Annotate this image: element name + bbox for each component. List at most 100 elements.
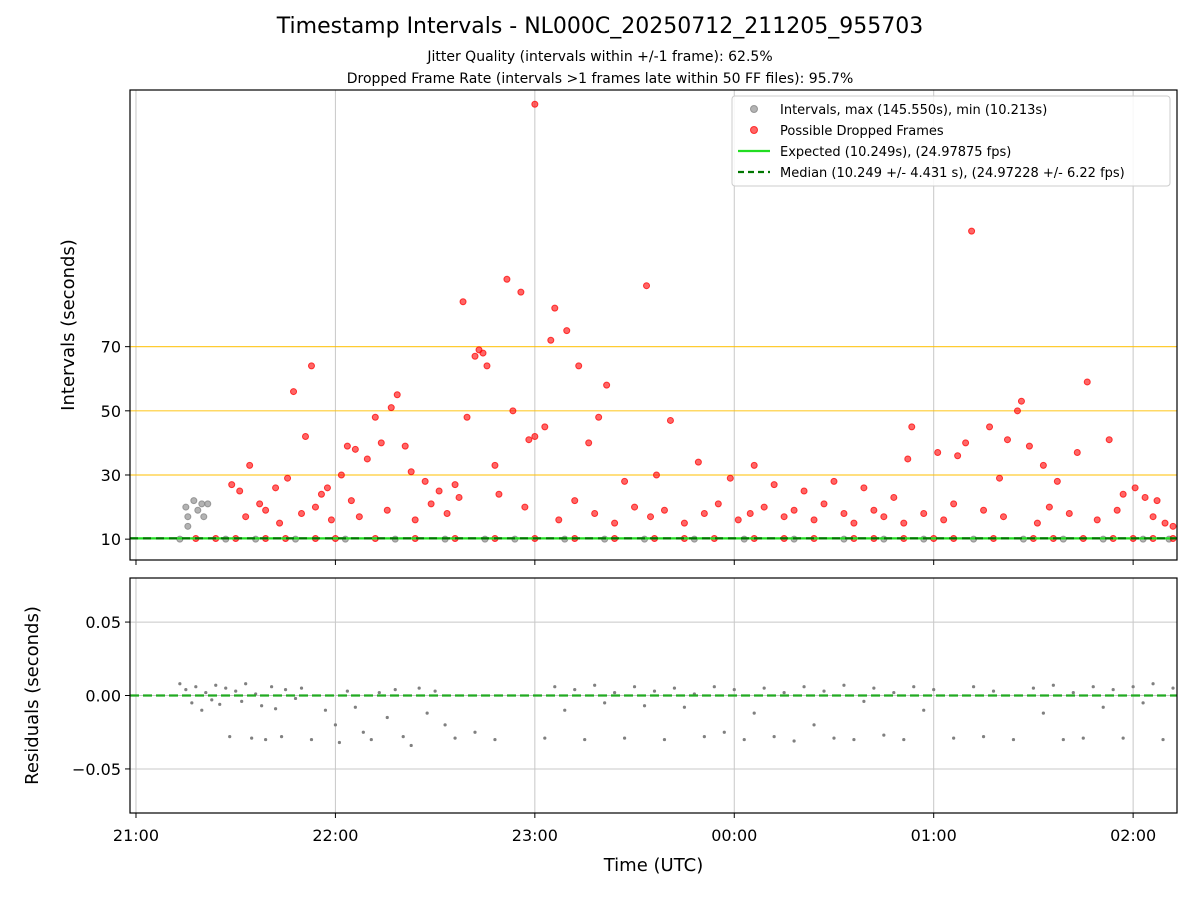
dropped-frame-point [962,439,970,447]
chart-title: Timestamp Intervals - NL000C_20250712_21… [276,14,924,39]
dropped-frame-point [1045,503,1053,511]
interval-point [200,513,208,521]
dropped-frame-point [1033,519,1041,527]
x-tick-label: 02:00 [1110,826,1156,845]
residual-point [228,735,232,739]
plot-frame [129,89,1178,561]
x-axis-label: Time (UTC) [603,855,704,876]
residual-point [1131,685,1135,689]
chart-subtitle-jitter: Jitter Quality (intervals within +/-1 fr… [427,49,773,65]
residual-point [337,740,341,745]
dropped-frame-point [999,513,1007,521]
dropped-frame-point [246,461,254,469]
dropped-frame-point [820,500,828,508]
dropped-frame-point [451,481,459,489]
dropped-frame-point [272,484,280,492]
interval-point [184,522,192,530]
dropped-frame-point [1003,436,1011,444]
dropped-frame-point [1161,519,1169,527]
dropped-frame-point [351,445,359,453]
residual-point [613,690,617,695]
y-tick-label: 70 [101,338,121,357]
dropped-frame-point [463,413,471,421]
residual-point [309,737,314,742]
dropped-frame-point [1153,497,1161,505]
y-axis-label: Intervals (seconds) [58,239,79,411]
dropped-frame-point [411,516,419,524]
residual-point [702,735,706,739]
residual-point [1071,690,1075,695]
dropped-frame-point [750,461,758,469]
residual-point [722,730,726,734]
residual-point [361,730,365,734]
residual-point [812,723,816,727]
dropped-frame-point [954,452,962,460]
dropped-frame-point [940,516,948,524]
dropped-frame-point [531,100,539,108]
dropped-frame-point [770,481,778,489]
x-tick-label: 22:00 [312,826,358,845]
residual-point [882,733,886,737]
legend-label: Expected (10.249s), (24.97875 fps) [780,145,1011,160]
dropped-frame-point [996,474,1004,482]
interval-point [190,497,198,505]
dropped-frame-point [371,413,379,421]
dropped-frame-point [880,513,888,521]
dropped-frame-point [337,471,345,479]
dropped-frame-point [900,519,908,527]
residual-point [662,737,667,742]
dropped-frame-point [236,487,244,495]
dropped-frame-point [383,506,391,514]
residual-point [345,689,349,693]
residual-point [269,685,274,689]
panel-1: 0.05 0.00 −0.05 Residuals (seconds) [22,577,1178,818]
residual-point [353,705,357,709]
dropped-frame-point [950,500,958,508]
residual-point [622,736,627,740]
dropped-frame-point [647,513,655,521]
dropped-frame-point [631,503,639,511]
dropped-frame-point [800,487,808,495]
residual-point [393,688,397,692]
residual-point [593,683,597,687]
dropped-frame-point [503,275,511,283]
residual-point [772,735,776,739]
dropped-frame-point [407,468,415,476]
dropped-frame-point [517,288,525,296]
dropped-frame-point [968,227,976,235]
dropped-frame-point [603,381,611,389]
dropped-frame-point [1013,407,1021,415]
dropped-frame-point [908,423,916,431]
residual-point [234,689,238,693]
dropped-frame-point [531,432,539,440]
dropped-frame-point [790,506,798,514]
interval-point [182,503,190,511]
residual-point [194,685,198,689]
dropped-frame-point [810,516,818,524]
dropped-frame-point [483,362,491,370]
residual-point [333,723,338,727]
dropped-frame-point [459,298,467,306]
dropped-frame-point [547,336,555,344]
residual-point [632,685,637,689]
y-tick-label: −0.05 [72,760,121,779]
dropped-frame-point [276,519,284,527]
interval-point [198,500,206,508]
residual-point [425,711,429,715]
dropped-frame-point [1093,516,1101,524]
dropped-frame-point [525,436,533,444]
dropped-frame-point [860,484,868,492]
dropped-frame-point [934,449,942,457]
dropped-frame-point [830,477,838,485]
residual-point [652,689,657,693]
dropped-frame-point [694,458,702,466]
residual-point [682,705,687,709]
residual-point [293,696,298,701]
dropped-frame-point [307,362,315,370]
dropped-frame-point [734,516,742,524]
dropped-frame-point [840,509,848,517]
legend: Intervals, max (145.550s), min (10.213s)… [731,95,1171,187]
y-tick-label: 0.05 [85,613,121,632]
residual-point [377,690,381,695]
residual-point [264,737,268,742]
